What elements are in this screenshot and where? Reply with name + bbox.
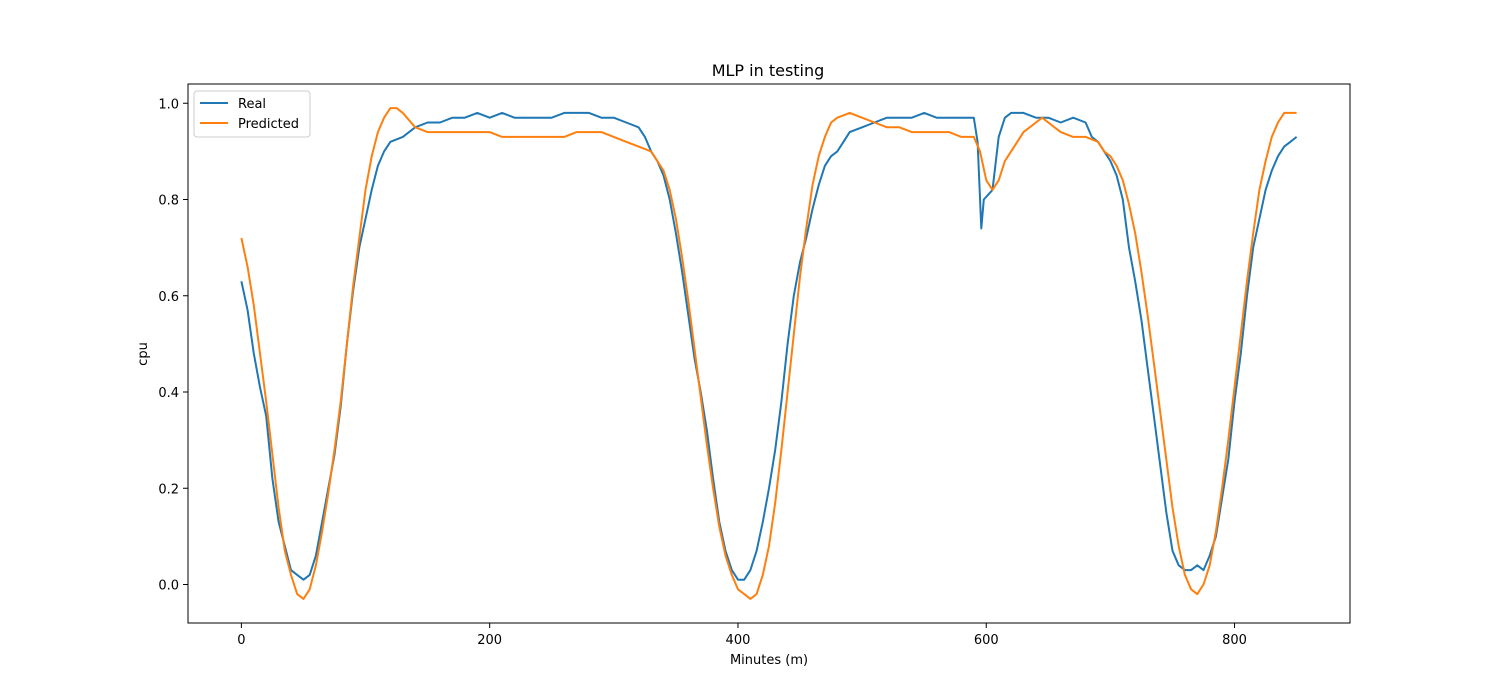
legend-label-predicted: Predicted <box>238 117 299 132</box>
x-tick-label: 200 <box>477 633 502 648</box>
series-layer <box>240 107 1298 600</box>
x-tick-label: 400 <box>726 633 751 648</box>
legend-label-real: Real <box>238 97 266 112</box>
y-axis-label: cpu <box>136 342 151 366</box>
y-axis: 0.0 0.2 0.4 0.6 0.8 1.0 <box>158 97 188 594</box>
y-tick-label: 0.6 <box>158 290 179 305</box>
x-tick-label: 0 <box>237 633 245 648</box>
series-line-predicted <box>240 107 1297 600</box>
y-tick-label: 0.2 <box>158 482 179 497</box>
y-tick-label: 0.4 <box>158 386 179 401</box>
y-tick-label: 1.0 <box>158 97 179 112</box>
x-tick-label: 800 <box>1222 633 1247 648</box>
x-axis: 0 200 400 600 800 <box>237 623 1247 648</box>
chart-title: MLP in testing <box>712 61 825 80</box>
x-tick-label: 600 <box>974 633 999 648</box>
x-axis-label: Minutes (m) <box>730 653 808 668</box>
series-line-real <box>240 111 1298 581</box>
plot-area-frame <box>187 83 1351 624</box>
y-tick-label: 0.8 <box>158 194 179 209</box>
legend: Real Predicted <box>193 90 311 138</box>
y-tick-label: 0.0 <box>158 579 179 594</box>
